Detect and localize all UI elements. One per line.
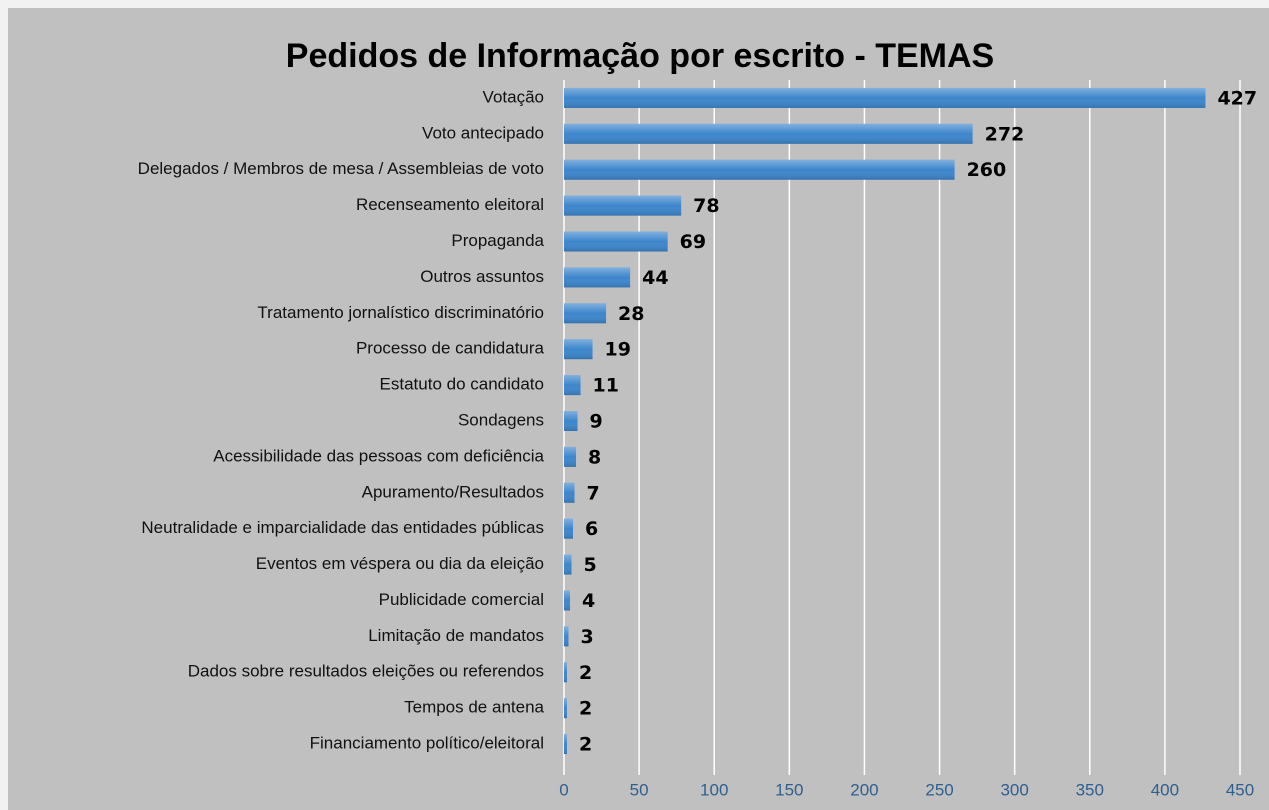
y-tick-label: Processo de candidatura [356,339,545,358]
y-tick-label: Tratamento jornalístico discriminatório [257,303,544,322]
bar-shade [564,698,568,719]
y-tick-label: Voto antecipado [422,123,544,142]
data-label: 78 [693,195,719,217]
y-tick-label: Votação [483,87,544,106]
y-tick-label: Estatuto do candidato [380,375,544,394]
data-label: 44 [642,267,668,289]
data-label: 9 [590,411,603,433]
x-tick-label: 200 [850,780,878,799]
data-label: 6 [585,518,598,540]
data-label: 272 [985,123,1025,145]
y-tick-label: Outros assuntos [420,267,544,286]
data-label: 2 [579,662,592,684]
bar-shade [564,87,1206,108]
y-tick-label: Delegados / Membros de mesa / Assembleia… [138,159,544,178]
x-tick-label: 250 [925,780,953,799]
data-label: 5 [584,554,597,576]
y-tick-label: Recenseamento eleitoral [356,195,544,214]
bar-shade [564,267,631,288]
bar-shade [564,339,593,360]
data-label: 3 [581,626,594,648]
x-tick-label: 450 [1226,780,1254,799]
data-label: 28 [618,303,644,325]
x-tick-label: 350 [1076,780,1104,799]
y-tick-label: Sondagens [458,410,544,429]
y-tick-label: Tempos de antena [404,698,544,717]
y-tick-label: Apuramento/Resultados [362,482,544,501]
x-tick-label: 400 [1151,780,1179,799]
bar-shade [564,195,682,216]
bar-shade [564,411,578,431]
y-tick-label: Eventos em véspera ou dia da eleição [256,554,544,573]
bar-shade [564,123,973,144]
bar-shade [564,303,607,324]
data-label: 11 [593,375,619,397]
y-tick-label: Dados sobre resultados eleições ou refer… [188,662,544,681]
data-label: 427 [1217,87,1257,109]
y-tick-label: Publicidade comercial [379,590,544,609]
bar-shade [564,446,577,467]
bar-shade [564,590,571,611]
bar-shade [564,626,569,647]
y-tick-label: Neutralidade e imparcialidade das entida… [141,518,544,537]
x-tick-label: 100 [700,780,728,799]
data-label: 2 [579,734,592,756]
x-tick-label: 0 [559,780,568,799]
chart-title: Pedidos de Informação por escrito - TEMA… [286,37,994,75]
data-label: 4 [582,590,595,612]
data-label: 260 [967,159,1007,181]
y-tick-label: Limitação de mandatos [368,626,544,645]
data-label: 7 [587,482,600,504]
bar-shade [564,554,572,575]
data-label: 8 [588,446,601,468]
data-label: 69 [680,231,706,253]
x-tick-label: 300 [1000,780,1028,799]
y-tick-label: Propaganda [451,231,544,250]
x-tick-label: 150 [775,780,803,799]
data-label: 19 [605,339,631,361]
bar-shade [564,375,581,396]
bar-shade [564,482,575,503]
bar-shade [564,734,568,755]
bar-shade [564,159,955,180]
y-tick-label: Acessibilidade das pessoas com deficiênc… [213,446,544,465]
bar-shade [564,231,668,252]
bar-shade [564,662,568,683]
data-label: 2 [579,698,592,720]
bar-shade [564,518,574,539]
y-tick-label: Financiamento político/eleitoral [310,734,544,753]
x-tick-label: 50 [630,780,649,799]
